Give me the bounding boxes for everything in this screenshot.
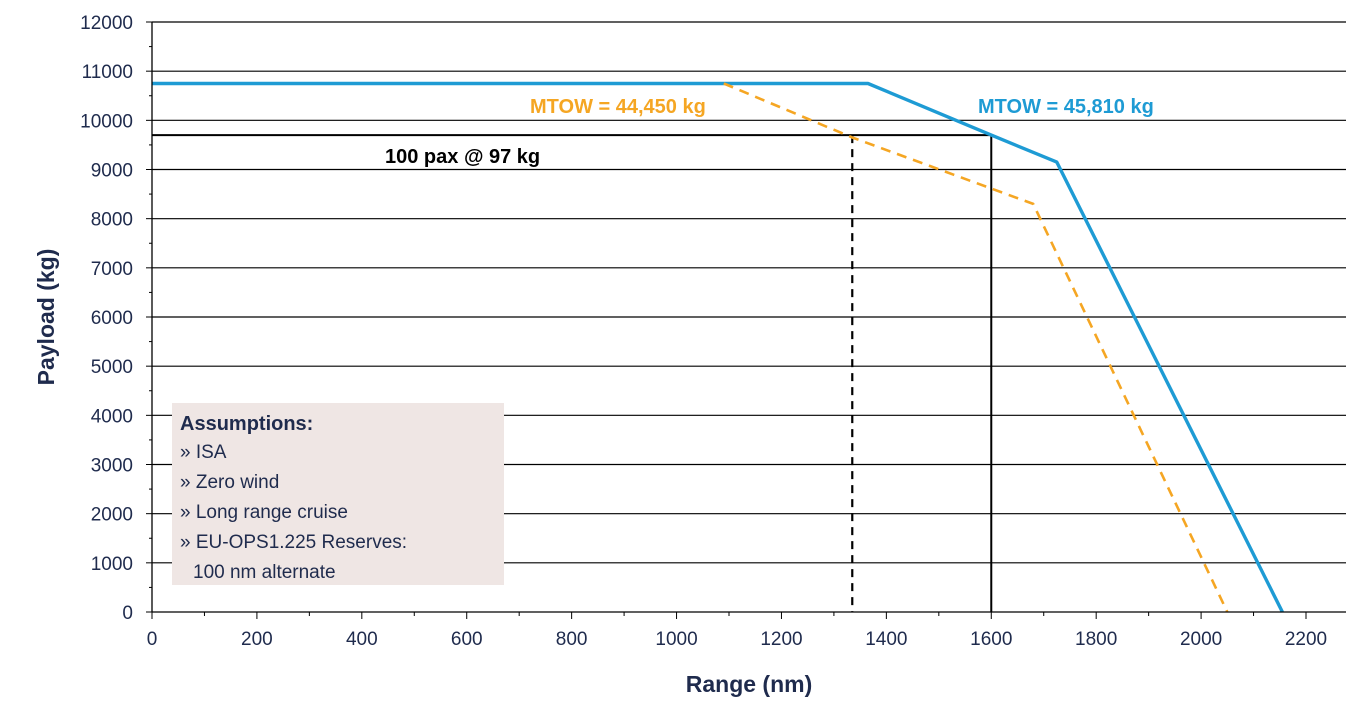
assumptions-box: Assumptions: » ISA » Zero wind » Long ra… (172, 403, 504, 585)
x-tick-label-1400: 1400 (865, 629, 907, 650)
x-tick-label-2200: 2200 (1285, 629, 1327, 650)
axes (146, 21, 1346, 619)
reference-lines (152, 134, 993, 612)
y-tick-label-7000: 7000 (91, 259, 133, 280)
x-tick-label-1000: 1000 (655, 629, 697, 650)
y-tick-label-2000: 2000 (91, 505, 133, 526)
series-line-1 (723, 82, 1229, 613)
y-tick-label-0: 0 (122, 603, 133, 624)
series-line-0 (152, 81, 1284, 613)
x-tick-label-1800: 1800 (1075, 629, 1117, 650)
y-tick-label-3000: 3000 (91, 456, 133, 477)
assumption-line-2: » Zero wind (180, 472, 279, 493)
x-tick-label-200: 200 (241, 629, 273, 650)
assumption-line-1: » ISA (180, 442, 227, 463)
assumptions-box-bg (172, 403, 504, 585)
y-axis-title: Payload (kg) (33, 249, 59, 386)
y-tick-label-5000: 5000 (91, 357, 133, 378)
y-tick-label-12000: 12000 (80, 13, 133, 34)
x-axis-title: Range (nm) (686, 671, 813, 697)
x-tick-label-800: 800 (556, 629, 588, 650)
y-tick-label-10000: 10000 (80, 111, 133, 132)
x-tick-label-0: 0 (147, 629, 158, 650)
x-tick-label-1600: 1600 (970, 629, 1012, 650)
y-tick-label-6000: 6000 (91, 308, 133, 329)
y-tick-label-11000: 11000 (82, 62, 133, 83)
assumption-line-4: » EU-OPS1.225 Reserves: (180, 532, 407, 553)
assumption-line-5: 100 nm alternate (193, 562, 336, 583)
y-tick-label-9000: 9000 (91, 161, 133, 182)
y-tick-label-4000: 4000 (91, 406, 133, 427)
x-tick-label-400: 400 (346, 629, 378, 650)
assumption-line-3: » Long range cruise (180, 502, 348, 523)
assumptions-title: Assumptions: (180, 413, 313, 435)
tick-labels: 0100020003000400050006000700080009000100… (80, 13, 1327, 650)
y-tick-label-8000: 8000 (91, 210, 133, 231)
y-tick-label-1000: 1000 (91, 554, 133, 575)
series-label-mtow-45810: MTOW = 45,810 kg (978, 96, 1154, 118)
reference-line-label: 100 pax @ 97 kg (385, 146, 540, 168)
x-tick-label-600: 600 (451, 629, 483, 650)
series-lines (152, 81, 1284, 613)
series-label-mtow-44450: MTOW = 44,450 kg (530, 96, 706, 118)
x-tick-label-1200: 1200 (760, 629, 802, 650)
x-tick-label-2000: 2000 (1180, 629, 1222, 650)
